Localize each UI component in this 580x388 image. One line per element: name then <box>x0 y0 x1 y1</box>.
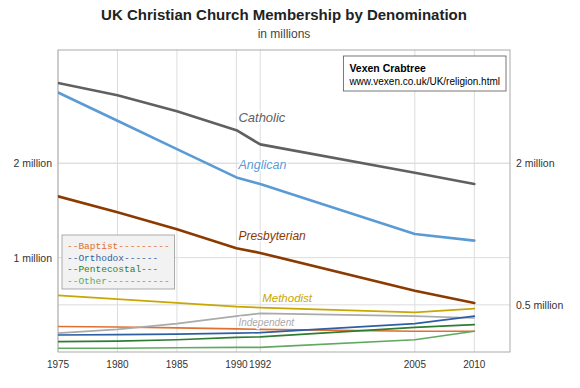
series-line <box>58 83 474 184</box>
legend-entry: --Orthodox------ <box>67 253 158 264</box>
grid-line-x <box>474 50 475 352</box>
x-tick-label: 1975 <box>47 359 70 370</box>
source-box: Vexen Crabtree www.vexen.co.uk/UK/religio… <box>343 56 506 91</box>
y2-tick-label: 2 million <box>516 157 555 169</box>
axes: 1975 1980 1985 19901992 2005 2010 1 million 2 m… <box>13 157 563 370</box>
series-line <box>58 331 474 348</box>
y2-tick-label: 0.5 million <box>516 299 563 311</box>
x-tick-label: 2005 <box>404 359 427 370</box>
series-line <box>58 316 474 335</box>
x-tick-label: 1985 <box>166 359 189 370</box>
annotation: www.vexen.co.uk/UK/religion.html <box>348 76 500 87</box>
x-tick-label: 2010 <box>463 359 486 370</box>
title: UK Christian Church Membership by Denomi… <box>101 6 467 23</box>
legend-entry: --Pentecostal--- <box>67 264 158 275</box>
line-label: Anglican <box>237 158 286 172</box>
y-tick-label: 2 million <box>13 157 52 169</box>
line-label: Methodist <box>262 292 313 304</box>
line-label: Catholic <box>238 110 285 125</box>
x-tick-label: 1992 <box>249 359 272 370</box>
grid <box>58 50 510 352</box>
plot-frame <box>58 50 510 352</box>
legend-entry: --Baptist--------- <box>67 241 170 252</box>
series-line <box>58 196 474 303</box>
series-line <box>58 92 474 240</box>
subtitle: in millions <box>258 27 311 41</box>
chart: UK Christian Church Membership by Denomi… <box>0 0 580 388</box>
grid-line-x <box>260 50 261 352</box>
lines <box>58 83 474 348</box>
legend-entry: --Other----------- <box>67 276 170 287</box>
legend-box <box>62 235 175 289</box>
y-tick-label: 1 million <box>13 252 52 264</box>
x-tick-label: 1990 <box>225 359 248 370</box>
grid-line-y2 <box>58 304 510 305</box>
grid-line-x <box>414 50 415 352</box>
source-box-frame <box>343 56 506 91</box>
line-labels: Catholic Anglican Presbyterian Methodist Ind… <box>237 110 312 328</box>
line-label: Independent <box>238 317 295 328</box>
x-tick-label: 1980 <box>106 359 129 370</box>
grid-line-x <box>176 50 177 352</box>
legend: --Baptist-----------Orthodox--------Pent… <box>62 235 175 289</box>
annotation: Vexen Crabtree <box>349 62 426 74</box>
line-label: Presbyterian <box>238 229 306 243</box>
